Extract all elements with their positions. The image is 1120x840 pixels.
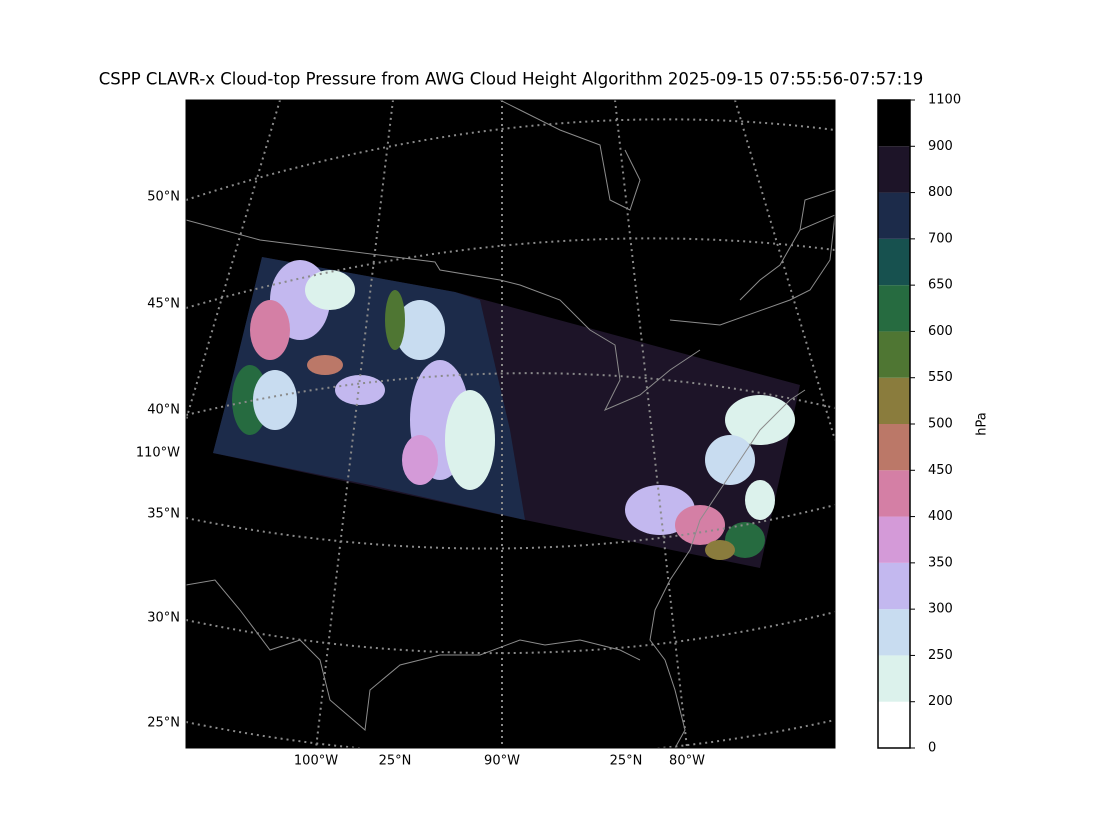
colorbar-segment — [878, 238, 910, 286]
colorbar-label: hPa — [975, 412, 990, 435]
colorbar-tick-label: 300 — [928, 602, 953, 617]
colorbar-tick-label: 0 — [928, 741, 936, 756]
graticule — [186, 100, 835, 748]
colorbar-segment — [878, 146, 910, 193]
colorbar-segment — [878, 377, 910, 424]
map-labels: 50°N 45°N 40°N 110°W 35°N 30°N 25°N 100°W 25°N 90… — [136, 190, 705, 769]
colorbar-tick-label: 350 — [928, 555, 953, 570]
colorbar-tick-label: 650 — [928, 278, 953, 293]
colorbar-segment — [878, 285, 910, 332]
colorbar-tick-label: 700 — [928, 231, 953, 246]
colorbar-tick-label: 1100 — [928, 93, 961, 108]
lat-label: 30°N — [147, 611, 180, 626]
lat-label: 25°N — [147, 716, 180, 731]
colorbar-segment — [878, 100, 910, 147]
colorbar-segment — [878, 192, 910, 239]
chart-title: CSPP CLAVR-x Cloud-top Pressure from AWG… — [99, 70, 923, 89]
lon-label: 80°W — [669, 754, 705, 769]
colorbar-segment — [878, 424, 910, 471]
colorbar-segment — [878, 655, 910, 702]
colorbar-tick-label: 500 — [928, 417, 953, 432]
colorbar: 0 200 250 300 350 400 450 500 550 600 650 700 800 900… — [877, 93, 990, 756]
lon-label: 25°N — [610, 754, 643, 769]
lat-label: 110°W — [136, 446, 180, 461]
map-frame — [185, 99, 836, 749]
colorbar-tick-label: 200 — [928, 694, 953, 709]
colorbar-tick-label: 450 — [928, 463, 953, 478]
colorbar-tick-label: 800 — [928, 185, 953, 200]
coastlines — [186, 100, 835, 748]
lat-label: 50°N — [147, 190, 180, 205]
colorbar-tick-label: 900 — [928, 139, 953, 154]
lat-label: 40°N — [147, 403, 180, 418]
lon-label: 25°N — [379, 754, 412, 769]
lat-label: 45°N — [147, 297, 180, 312]
colorbar-segment — [878, 562, 910, 610]
cloud-areas — [232, 260, 795, 560]
colorbar-segment — [878, 609, 910, 656]
colorbar-tick-label: 550 — [928, 370, 953, 385]
colorbar-segment — [878, 701, 910, 748]
lon-label: 100°W — [294, 754, 338, 769]
map-content — [186, 100, 835, 748]
lon-label: 90°W — [484, 754, 520, 769]
lat-label: 35°N — [147, 507, 180, 522]
colorbar-tick-label: 250 — [928, 648, 953, 663]
colorbar-segment — [878, 331, 910, 378]
colorbar-segment — [878, 470, 910, 517]
colorbar-tick-label: 600 — [928, 324, 953, 339]
colorbar-tick-label: 400 — [928, 509, 953, 524]
colorbar-segment — [878, 516, 910, 563]
